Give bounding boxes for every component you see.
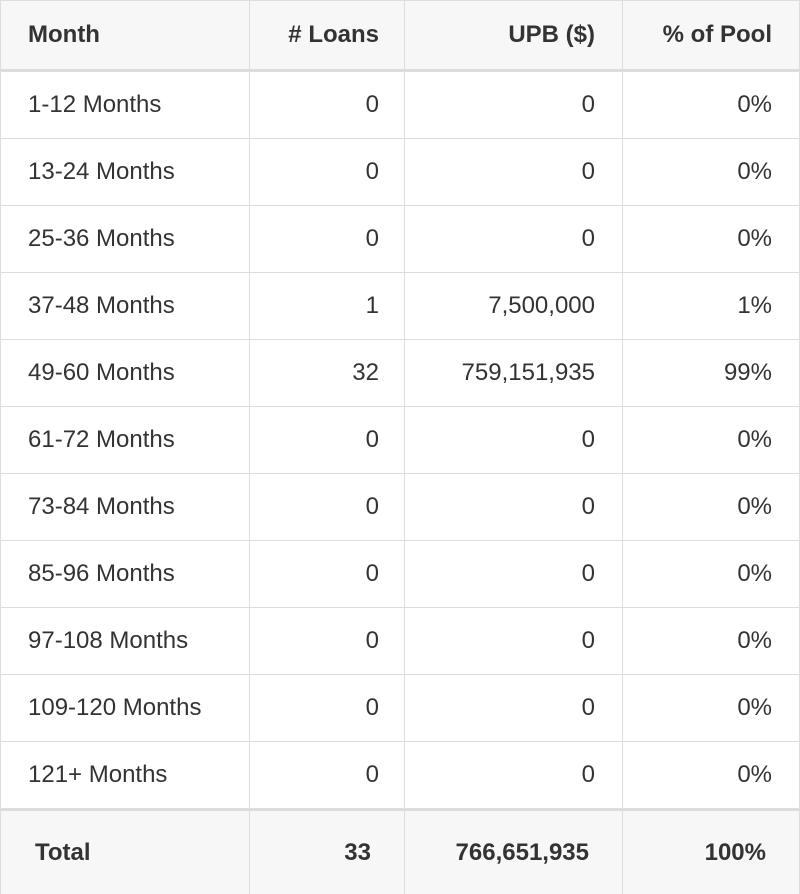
table-cell: 1% [737,292,772,319]
table-cell: 1-12 Months [1,72,250,138]
total-row: Total 33 766,651,935 100% [1,808,799,894]
table-cell: 0% [737,91,772,118]
data-row: 109-120 Months 0 0 0% [1,675,799,742]
table-cell: 37-48 Months [1,273,250,339]
table-cell: 0 [250,407,405,473]
header-row: Month # Loans UPB ($) % of Pool [1,1,799,72]
table-cell: 121+ Months [1,742,250,808]
table-cell: UPB ($) [405,1,623,69]
table-cell: Month [1,1,250,69]
table-cell: 85-96 Months [1,541,250,607]
table-cell: 0 [405,675,623,741]
table-cell: 766,651,935 [405,811,623,894]
table-cell: 759,151,935 [405,340,623,406]
table-cell: 0 [405,608,623,674]
table-cell: 7,500,000 [405,273,623,339]
table-cell: 97-108 Months [1,608,250,674]
table-cell: Total [1,811,250,894]
table-cell: 0% [737,493,772,520]
table-cell: 61-72 Months [1,407,250,473]
data-row: 85-96 Months 0 0 0% [1,541,799,608]
table-cell: % of Pool [662,21,772,48]
table-cell: 0 [405,474,623,540]
table-cell: 73-84 Months [1,474,250,540]
table-cell: 100% [704,838,766,866]
table-cell: 0 [250,608,405,674]
table-cell: 109-120 Months [1,675,250,741]
table-cell: 0 [250,474,405,540]
table-cell: 0 [405,742,623,808]
table-cell: 25-36 Months [1,206,250,272]
table-cell: 0 [250,675,405,741]
table-cell: 99% [723,359,772,386]
table-cell: 0 [250,541,405,607]
data-row: 25-36 Months 0 0 0% [1,206,799,273]
table-cell: 0 [250,206,405,272]
table-cell: 13-24 Months [1,139,250,205]
table-cell: 0 [405,206,623,272]
table-cell: 0 [250,139,405,205]
table-cell: 0 [405,541,623,607]
table-cell: 0% [737,225,772,252]
table-cell: 0 [250,742,405,808]
table-cell: 0% [737,761,772,788]
table-cell: 32 [250,340,405,406]
data-row: 61-72 Months 0 0 0% [1,407,799,474]
data-row: 121+ Months 0 0 0% [1,742,799,808]
table-cell: 1 [250,273,405,339]
table-cell: 33 [250,811,405,894]
data-row: 13-24 Months 0 0 0% [1,139,799,206]
table-cell: 0 [405,72,623,138]
table-cell: 0 [405,139,623,205]
data-row: 37-48 Months 1 7,500,000 1% [1,273,799,340]
data-row: 1-12 Months 0 0 0% [1,72,799,139]
data-row: 73-84 Months 0 0 0% [1,474,799,541]
table-cell: 0% [737,158,772,185]
table-cell: 0% [737,694,772,721]
data-row: 49-60 Months 32 759,151,935 99% [1,340,799,407]
table-cell: 49-60 Months [1,340,250,406]
table-cell: 0% [737,426,772,453]
table-cell: 0 [250,72,405,138]
data-row: 97-108 Months 0 0 0% [1,608,799,675]
table-cell: 0 [405,407,623,473]
table-cell: 0% [737,627,772,654]
table-cell: 0% [737,560,772,587]
table-cell: # Loans [250,1,405,69]
